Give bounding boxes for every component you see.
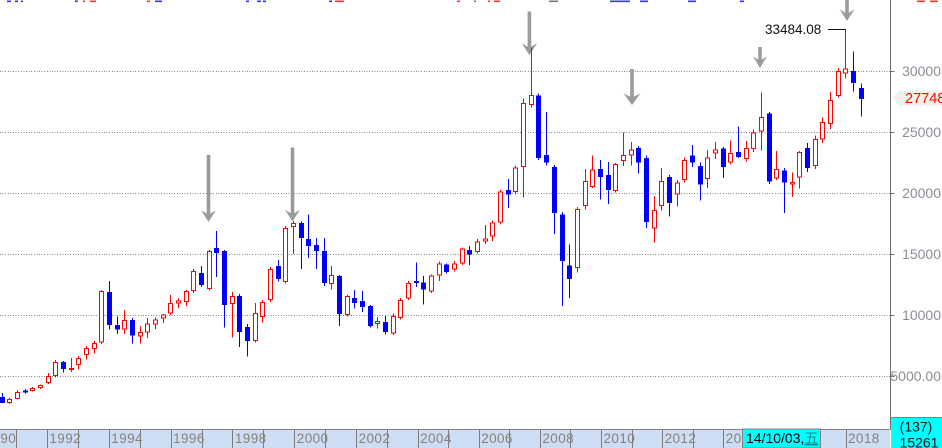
svg-text:2002: 2002	[359, 431, 391, 446]
svg-text:20000: 20000	[902, 185, 941, 201]
svg-text:2008: 2008	[542, 431, 574, 446]
svg-text:25000: 25000	[902, 124, 941, 140]
svg-text:2010: 2010	[604, 431, 636, 446]
svg-text:5000.00: 5000.00	[890, 368, 941, 384]
svg-text:2006: 2006	[481, 431, 513, 446]
svg-text:2012: 2012	[665, 431, 697, 446]
svg-text:2004: 2004	[420, 431, 452, 446]
svg-text:15261: 15261	[900, 435, 939, 448]
svg-text:33484.08: 33484.08	[765, 22, 821, 37]
svg-text:1992: 1992	[49, 431, 81, 446]
svg-text:1994: 1994	[111, 431, 143, 446]
svg-text:(137): (137)	[900, 419, 933, 435]
svg-text:10000: 10000	[902, 307, 941, 323]
svg-text:2000: 2000	[297, 431, 329, 446]
svg-text:27748.3: 27748.3	[905, 91, 942, 107]
svg-text:30000: 30000	[902, 63, 941, 79]
svg-text:15000: 15000	[902, 246, 941, 262]
svg-text:2018: 2018	[848, 431, 880, 446]
svg-text:1998: 1998	[235, 431, 267, 446]
svg-text:14/10/03,五: 14/10/03,五	[746, 430, 818, 446]
svg-text:1990: 1990	[0, 431, 16, 446]
svg-text:1996: 1996	[173, 431, 205, 446]
